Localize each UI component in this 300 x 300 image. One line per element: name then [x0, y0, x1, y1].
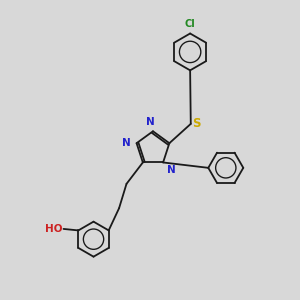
Text: N: N — [167, 165, 176, 175]
Text: N: N — [146, 117, 155, 128]
Text: Cl: Cl — [185, 19, 196, 29]
Text: N: N — [122, 138, 131, 148]
Text: S: S — [192, 117, 201, 130]
Text: HO: HO — [44, 224, 62, 234]
